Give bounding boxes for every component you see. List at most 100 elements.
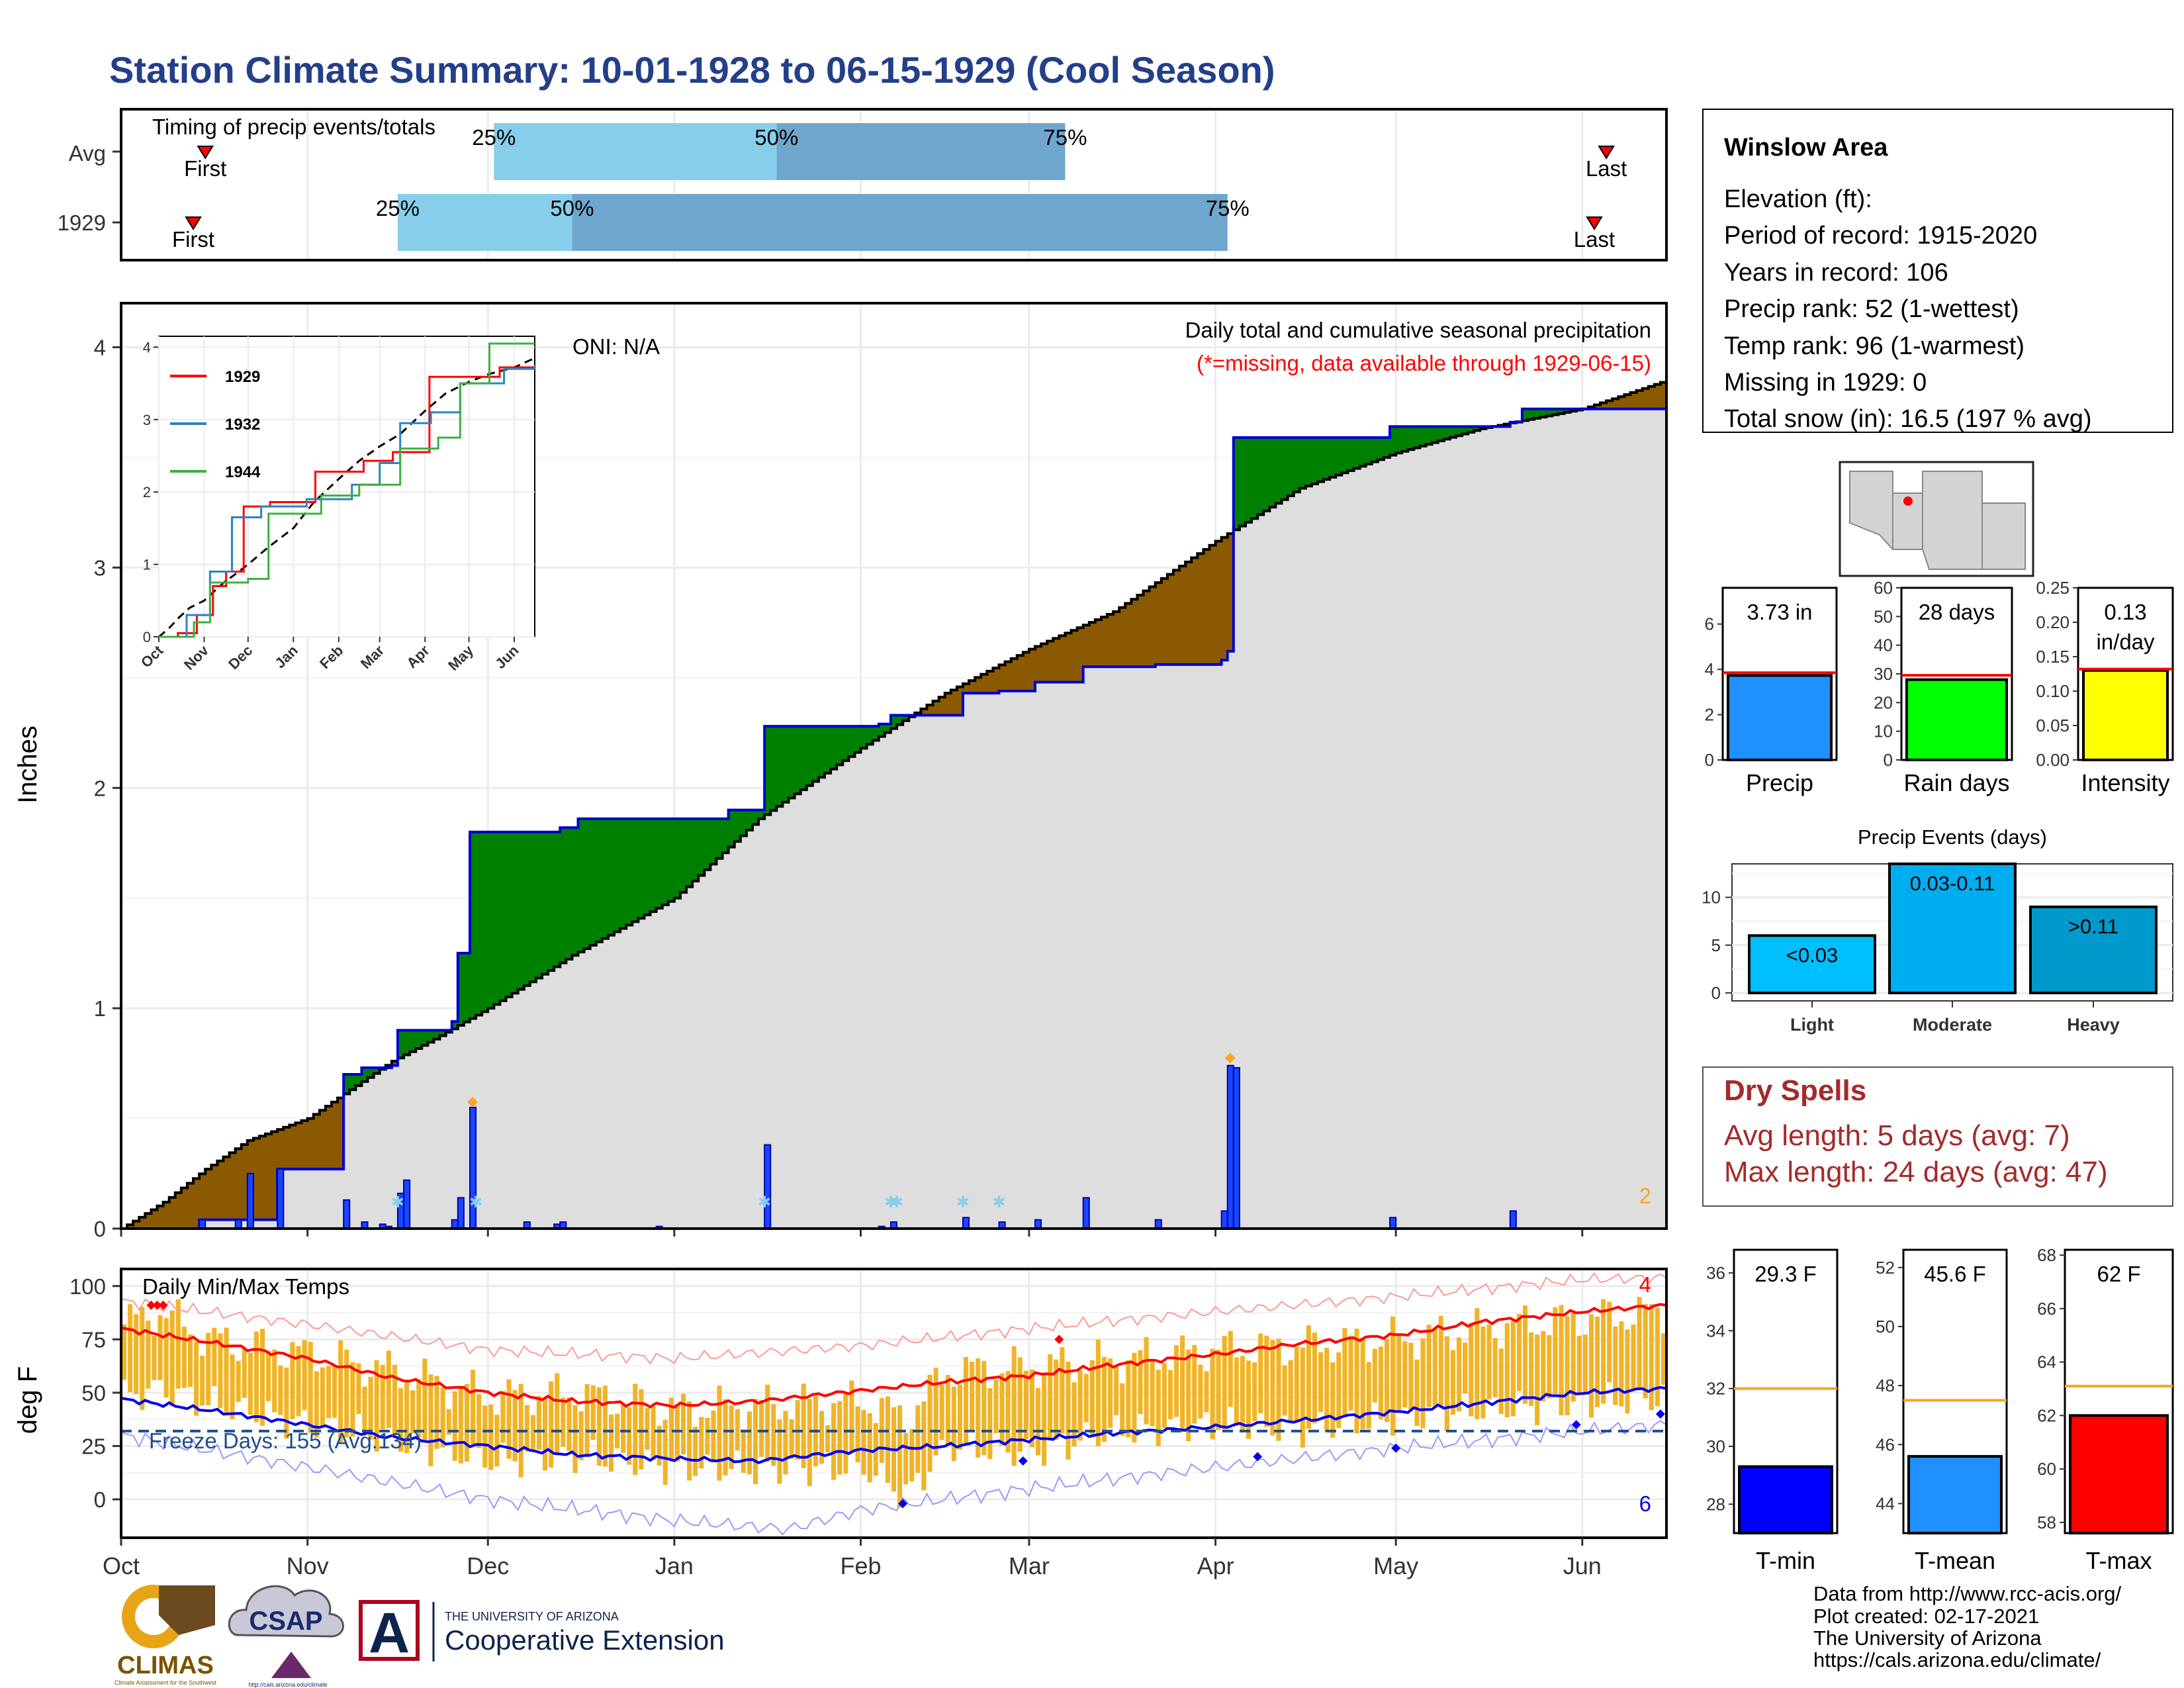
precip-base-fill — [1456, 436, 1463, 1229]
daily-temp-bar — [368, 1376, 373, 1440]
precip-below-avg-fill — [325, 1106, 332, 1170]
daily-temp-bar — [1378, 1346, 1383, 1419]
precip-base-fill — [1185, 664, 1192, 1229]
precip-base-fill — [1365, 463, 1373, 1229]
record-low-marker — [1018, 1456, 1028, 1466]
panel-ytick-label: 20 — [1874, 692, 1893, 712]
precip-base-fill — [632, 921, 639, 1229]
record-high-marker — [152, 1300, 162, 1310]
daily-temp-bar — [242, 1348, 247, 1398]
daily-temp-bar — [259, 1329, 265, 1426]
daily-temp-bar — [253, 1331, 259, 1423]
precip-below-avg-fill — [1077, 628, 1084, 682]
precip-below-avg-fill — [950, 690, 958, 716]
precip-base-fill — [1161, 664, 1168, 1229]
month-label: Jan — [655, 1552, 694, 1579]
snow-marker: ✱ — [890, 1194, 903, 1211]
precip-base-fill — [758, 818, 765, 1229]
daily-precip-bar — [1389, 1217, 1397, 1230]
daily-temp-bar — [1108, 1358, 1113, 1429]
precip-below-avg-fill — [307, 1118, 314, 1170]
precip-above-avg-fill — [1456, 426, 1463, 436]
precip-base-fill — [1594, 408, 1601, 1229]
map-borders — [1892, 493, 1983, 569]
inset-ytick-label: 4 — [143, 339, 151, 355]
precip-base-fill — [1564, 412, 1571, 1229]
precip-below-avg-fill — [1197, 553, 1205, 665]
precip-above-avg-fill — [734, 810, 741, 842]
precip-base-fill — [506, 997, 513, 1229]
daily-temp-bar — [705, 1417, 710, 1455]
events-bar-label: >0.11 — [2068, 915, 2118, 938]
daily-temp-bar — [657, 1425, 662, 1466]
precip-below-avg-fill — [175, 1192, 182, 1229]
precip-base-fill — [518, 989, 525, 1229]
daily-temp-bar — [350, 1362, 355, 1437]
precip-below-avg-fill — [1137, 594, 1144, 667]
daily-temp-bar — [976, 1358, 981, 1458]
inset-cumulative-chart: 0 1 2 3 4 Oct Nov Dec Jan Feb Mar Apr May Jun 1929 1932… — [138, 336, 536, 674]
max-precip-marker — [1224, 1053, 1236, 1064]
precip-base-fill — [1065, 682, 1072, 1229]
precip-above-avg-fill — [680, 818, 687, 893]
precip-above-avg-fill — [367, 1068, 375, 1078]
daily-temp-bar — [789, 1419, 794, 1460]
precip-base-fill — [1077, 682, 1084, 1229]
daily-temp-bar — [645, 1408, 650, 1450]
precip-below-avg-fill — [1113, 612, 1120, 667]
precip-below-avg-fill — [962, 683, 970, 694]
precip-base-fill — [692, 881, 699, 1229]
daily-temp-bar — [1390, 1316, 1396, 1436]
daily-temp-bar — [1444, 1336, 1449, 1431]
precip-base-fill — [1612, 408, 1619, 1229]
daily-temp-bar — [1300, 1347, 1305, 1448]
timing-panel: 25% 50% 75% First Last 25% 50% 75% First Last Tim… — [58, 108, 1668, 261]
daily-temp-bar — [506, 1379, 512, 1459]
precip-below-avg-fill — [981, 674, 987, 694]
daily-temp-bar — [1077, 1370, 1083, 1441]
daily-temp-bar — [404, 1381, 410, 1454]
precip-base-fill — [1281, 499, 1289, 1229]
panel-value-label: 29.3 F — [1754, 1262, 1817, 1286]
daily-temp-bar — [843, 1391, 848, 1474]
precip-base-fill — [1131, 667, 1138, 1229]
info-period: Period of record: 1915-2020 — [1724, 222, 2037, 250]
precip-above-avg-fill — [884, 724, 891, 733]
precip-above-avg-fill — [404, 1030, 410, 1055]
precip-base-fill — [1305, 486, 1312, 1229]
daily-temp-bar — [1643, 1304, 1648, 1399]
footer-plot-created: Plot created: 02-17-2021 — [1813, 1605, 2039, 1628]
daily-temp-bar — [1083, 1374, 1089, 1423]
daily-temp-bar — [1270, 1340, 1275, 1436]
daily-temp-bar — [1336, 1352, 1342, 1429]
precip-below-avg-fill — [331, 1102, 338, 1170]
precip-above-avg-fill — [716, 818, 723, 859]
dry-spells-title: Dry Spells — [1724, 1074, 1866, 1107]
panel-ytick-label: 44 — [1876, 1493, 1895, 1513]
precip-base-fill — [428, 1042, 435, 1229]
precip-base-fill — [1510, 422, 1517, 1229]
precip-above-avg-fill — [866, 726, 874, 745]
month-label: Oct — [103, 1552, 140, 1579]
precip-above-avg-fill — [668, 818, 675, 902]
precip-above-avg-fill — [650, 818, 657, 912]
precip-below-avg-fill — [1059, 635, 1066, 682]
precip-base-fill — [1215, 664, 1222, 1229]
precip-above-avg-fill — [842, 726, 849, 761]
precip-above-avg-fill — [1299, 438, 1306, 489]
precip-below-avg-fill — [193, 1178, 200, 1229]
panel-value-bar — [2082, 669, 2169, 761]
daily-temp-bar — [993, 1380, 999, 1434]
daily-temp-bar — [175, 1299, 181, 1389]
precip-below-avg-fill — [139, 1217, 146, 1229]
daily-precip-bar — [1226, 1064, 1234, 1229]
precip-base-fill — [217, 1219, 224, 1229]
daily-temp-bar — [1354, 1329, 1359, 1434]
daily-temp-bar — [1342, 1328, 1347, 1416]
precip-above-avg-fill — [1528, 408, 1535, 420]
precip-below-avg-fill — [1630, 393, 1637, 409]
panel-ytick-label: 0.00 — [2036, 750, 2070, 770]
panel-ytick-label: 60 — [1874, 578, 1893, 598]
daily-temp-bar — [278, 1365, 283, 1415]
